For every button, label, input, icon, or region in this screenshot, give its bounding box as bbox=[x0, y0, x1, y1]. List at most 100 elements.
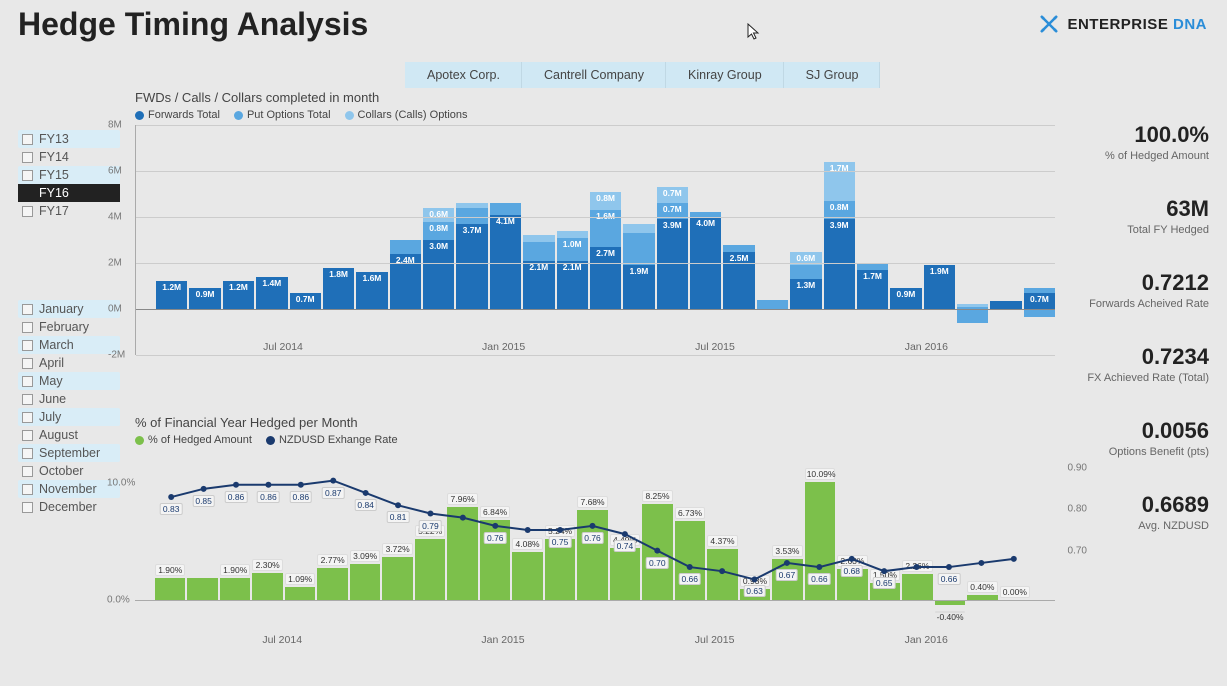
bar-value-label: 0.00% bbox=[1000, 586, 1030, 598]
bar[interactable] bbox=[187, 460, 217, 600]
x-tick-label: Jan 2016 bbox=[905, 341, 948, 353]
chart1-plot[interactable]: 1.2M0.9M1.2M1.4M0.7M1.8M1.6M2.4M0.6M0.8M… bbox=[135, 125, 1055, 355]
bar-seg-pct: 6.73% bbox=[675, 521, 705, 600]
fy-item-fy13[interactable]: FY13 bbox=[18, 130, 120, 148]
bar[interactable]: 6.84% bbox=[480, 460, 510, 600]
legend-swatch-icon bbox=[266, 436, 275, 445]
bar-seg-put bbox=[390, 240, 421, 254]
bar-seg-pct: 5.24% bbox=[545, 539, 575, 600]
bar[interactable]: 2.26% bbox=[902, 460, 932, 600]
month-item-february[interactable]: February bbox=[22, 318, 120, 336]
bar[interactable]: 0.93% bbox=[740, 460, 770, 600]
month-item-november[interactable]: November bbox=[18, 480, 120, 498]
bar[interactable]: 3.09% bbox=[350, 460, 380, 600]
bar-seg-fwd: 1.3M bbox=[790, 279, 821, 309]
bar[interactable]: 1.90% bbox=[155, 460, 185, 600]
slicer-label: May bbox=[39, 374, 63, 388]
gridline bbox=[136, 355, 1055, 356]
line-value-label: 0.66 bbox=[678, 573, 701, 585]
fy-item-fy17[interactable]: FY17 bbox=[22, 202, 120, 220]
bar[interactable]: 2.63% bbox=[837, 460, 867, 600]
tab-kinray-group[interactable]: Kinray Group bbox=[666, 62, 784, 88]
bar[interactable]: 5.24% bbox=[545, 460, 575, 600]
month-item-october[interactable]: October bbox=[22, 462, 120, 480]
bar-seg-fwd: 1.4M bbox=[256, 277, 287, 309]
bar[interactable]: 3.72% bbox=[382, 460, 412, 600]
bar[interactable]: 4.37% bbox=[707, 460, 737, 600]
month-item-may[interactable]: May bbox=[18, 372, 120, 390]
kpi-value: 0.7234 bbox=[1069, 344, 1209, 370]
bar-seg-put: 1.6M bbox=[590, 210, 621, 247]
legend-item: Put Options Total bbox=[234, 109, 331, 121]
tab-apotex-corp-[interactable]: Apotex Corp. bbox=[405, 62, 522, 88]
month-item-july[interactable]: July bbox=[18, 408, 120, 426]
month-item-august[interactable]: August bbox=[22, 426, 120, 444]
month-item-september[interactable]: September bbox=[18, 444, 120, 462]
month-item-january[interactable]: January bbox=[18, 300, 120, 318]
line-value-label: 0.85 bbox=[192, 495, 215, 507]
bar-seg-pct: 2.30% bbox=[252, 573, 282, 600]
bar[interactable]: 8.25% bbox=[642, 460, 672, 600]
chart-hedged-pct: % of Financial Year Hedged per Month % o… bbox=[135, 415, 1055, 670]
y-tick-label: 2M bbox=[108, 258, 122, 269]
bar-seg-put bbox=[456, 208, 487, 224]
bar-seg-collar bbox=[523, 235, 554, 242]
month-item-april[interactable]: April bbox=[22, 354, 120, 372]
month-item-march[interactable]: March bbox=[18, 336, 120, 354]
bar-value-label: 4.37% bbox=[707, 535, 737, 547]
gridline bbox=[136, 217, 1055, 218]
kpi-label: Total FY Hedged bbox=[1069, 224, 1209, 236]
bar[interactable]: 7.96% bbox=[447, 460, 477, 600]
bar[interactable]: 1.09% bbox=[285, 460, 315, 600]
fy-item-fy16[interactable]: FY16 bbox=[18, 184, 120, 202]
bar[interactable]: 7.68% bbox=[577, 460, 607, 600]
bar-seg-collar bbox=[623, 224, 654, 233]
bar[interactable]: 4.08% bbox=[512, 460, 542, 600]
bar[interactable]: 2.77% bbox=[317, 460, 347, 600]
bar[interactable]: 4.49% bbox=[610, 460, 640, 600]
bar[interactable]: 1.90% bbox=[220, 460, 250, 600]
month-item-june[interactable]: June bbox=[22, 390, 120, 408]
kpi-card: 0.0056Options Benefit (pts) bbox=[1069, 418, 1209, 458]
bar[interactable]: 2.30% bbox=[252, 460, 282, 600]
checkbox-icon bbox=[22, 134, 33, 145]
bar-seg-collar bbox=[557, 231, 588, 238]
line-value-label: 0.76 bbox=[484, 532, 507, 544]
slicer-label: FY13 bbox=[39, 132, 69, 146]
chart2-plot[interactable]: 1.90%1.90%2.30%1.09%2.77%3.09%3.72%5.22%… bbox=[135, 450, 1055, 630]
tab-sj-group[interactable]: SJ Group bbox=[784, 62, 881, 88]
slicer-label: February bbox=[39, 320, 89, 334]
bar[interactable]: 0.00% bbox=[1000, 460, 1030, 600]
slicer-label: September bbox=[39, 446, 100, 460]
legend-swatch-icon bbox=[345, 111, 354, 120]
month-item-december[interactable]: December bbox=[22, 498, 120, 516]
fy-item-fy14[interactable]: FY14 bbox=[22, 148, 120, 166]
line-value-label: 0.79 bbox=[419, 520, 442, 532]
line-value-label: 0.66 bbox=[938, 573, 961, 585]
gridline bbox=[136, 263, 1055, 264]
tab-cantrell-company[interactable]: Cantrell Company bbox=[522, 62, 666, 88]
kpi-value: 0.7212 bbox=[1069, 270, 1209, 296]
legend-swatch-icon bbox=[135, 436, 144, 445]
bar[interactable]: 0.40% bbox=[967, 460, 997, 600]
checkbox-icon bbox=[22, 502, 33, 513]
bar-seg-fwd: 0.9M bbox=[189, 288, 220, 309]
slicer-label: January bbox=[39, 302, 83, 316]
checkbox-icon bbox=[22, 340, 33, 351]
fy-item-fy15[interactable]: FY15 bbox=[18, 166, 120, 184]
checkbox-icon bbox=[22, 170, 33, 181]
checkbox-icon bbox=[22, 188, 33, 199]
bar-value-label: 2.30% bbox=[252, 559, 282, 571]
kpi-card: 0.7234FX Achieved Rate (Total) bbox=[1069, 344, 1209, 384]
bar-seg-pct: 2.77% bbox=[317, 568, 347, 600]
bar-seg-fwd: 1.9M bbox=[623, 265, 654, 309]
bar-seg-put bbox=[857, 263, 888, 270]
bar-value-label: 1.09% bbox=[285, 573, 315, 585]
bar-seg-pct: 4.49% bbox=[610, 548, 640, 600]
x-tick-label: Jul 2015 bbox=[695, 341, 735, 353]
bar-seg-fwd: 0.7M bbox=[290, 293, 321, 309]
fy-slicer: FY13FY14FY15FY16FY17 bbox=[22, 130, 120, 220]
bar-seg-pct: 7.96% bbox=[447, 507, 477, 600]
slicer-label: June bbox=[39, 392, 66, 406]
bar-value-label: 6.84% bbox=[480, 506, 510, 518]
